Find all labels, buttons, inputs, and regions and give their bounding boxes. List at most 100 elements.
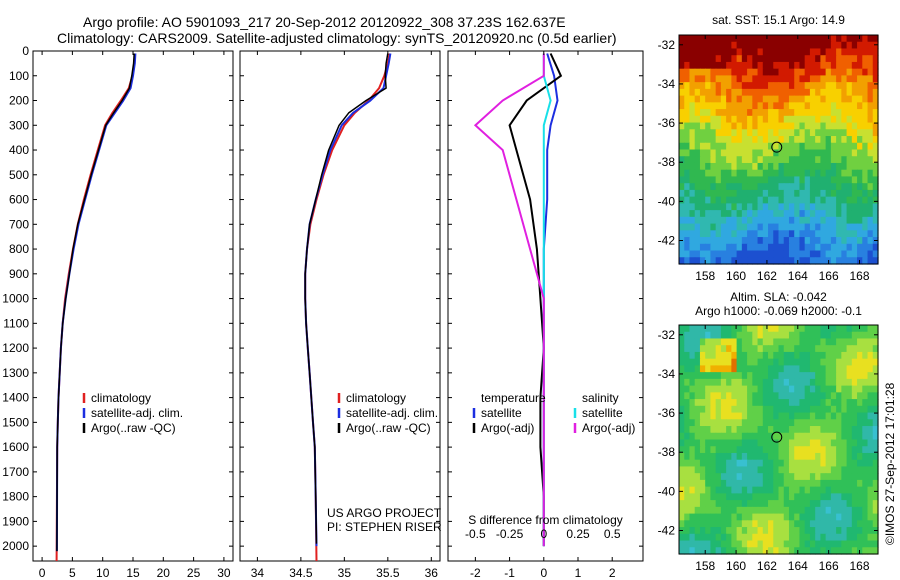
map-cell bbox=[851, 473, 858, 481]
map-cell bbox=[872, 412, 879, 420]
map-cell bbox=[788, 156, 795, 164]
map-cell bbox=[820, 243, 827, 252]
map-cell bbox=[872, 547, 879, 555]
map-cell bbox=[862, 412, 869, 420]
map-cell bbox=[820, 129, 827, 137]
map-cell bbox=[679, 189, 685, 198]
map-cell bbox=[741, 75, 748, 83]
map-cell bbox=[825, 95, 832, 103]
map-cell bbox=[778, 122, 785, 130]
map-cell bbox=[815, 459, 821, 468]
map-cell bbox=[741, 412, 748, 420]
map-cell bbox=[741, 506, 748, 515]
map-cell bbox=[726, 35, 732, 43]
map-cell bbox=[684, 493, 691, 501]
map-cell bbox=[841, 250, 848, 258]
map-cell bbox=[783, 41, 790, 50]
map-cell bbox=[773, 243, 780, 252]
map-cell bbox=[720, 325, 727, 333]
map-cell bbox=[841, 216, 848, 225]
map-cell bbox=[851, 486, 858, 494]
map-cell bbox=[851, 459, 858, 468]
map-cell bbox=[836, 432, 842, 441]
map-cell bbox=[836, 345, 842, 353]
map-cell bbox=[820, 399, 827, 407]
map-cell bbox=[720, 61, 727, 70]
map-cell bbox=[799, 129, 806, 137]
map-cell bbox=[684, 331, 691, 340]
map-cell bbox=[830, 102, 837, 110]
map-cell bbox=[768, 459, 774, 468]
map-cell bbox=[846, 399, 853, 407]
map-cell bbox=[804, 55, 811, 63]
map-cell bbox=[710, 459, 717, 468]
map-cell bbox=[694, 385, 701, 393]
map-cell bbox=[799, 452, 806, 461]
map-cell bbox=[788, 243, 795, 252]
map-cell bbox=[788, 189, 795, 198]
map-cell bbox=[699, 210, 706, 218]
map-y-tick-label: -32 bbox=[658, 328, 676, 342]
map-cell bbox=[773, 95, 780, 103]
map-cell bbox=[836, 210, 842, 218]
map-cell bbox=[689, 385, 696, 393]
map-cell bbox=[679, 223, 685, 231]
map-cell bbox=[699, 412, 706, 420]
map-cell bbox=[720, 149, 727, 157]
map-cell bbox=[715, 162, 722, 171]
map-cell bbox=[809, 35, 816, 43]
map-cell bbox=[773, 338, 780, 346]
map-cell bbox=[820, 95, 827, 103]
map-cell bbox=[825, 216, 832, 225]
map-cell bbox=[741, 203, 748, 211]
map-cell bbox=[726, 446, 732, 454]
map-cell bbox=[841, 479, 848, 488]
map-cell bbox=[752, 533, 759, 542]
map-cell bbox=[857, 82, 863, 90]
map-cell bbox=[809, 210, 816, 218]
map-cell bbox=[773, 189, 780, 198]
map-cell bbox=[731, 351, 738, 360]
map-cell bbox=[689, 331, 696, 340]
map-cell bbox=[773, 55, 780, 63]
map-cell bbox=[741, 486, 748, 494]
map-cell bbox=[830, 149, 837, 157]
map-cell bbox=[731, 129, 738, 137]
map-cell bbox=[872, 399, 879, 407]
map-cell bbox=[830, 122, 837, 130]
map-cell bbox=[705, 432, 712, 441]
map-cell bbox=[679, 102, 685, 110]
map-cell bbox=[867, 102, 874, 110]
map-cell bbox=[710, 156, 717, 164]
map-cell bbox=[747, 250, 753, 258]
map-cell bbox=[804, 385, 811, 393]
legend-title: temperature bbox=[481, 391, 546, 405]
map-cell bbox=[752, 446, 759, 454]
map-cell bbox=[872, 41, 879, 50]
map-cell bbox=[762, 61, 769, 70]
map-cell bbox=[762, 243, 769, 252]
map-cell bbox=[752, 345, 759, 353]
map-cell bbox=[720, 351, 727, 360]
map-cell bbox=[857, 446, 863, 454]
map-cell bbox=[836, 547, 842, 555]
map-cell bbox=[788, 500, 795, 508]
map-cell bbox=[820, 210, 827, 218]
map-cell bbox=[809, 473, 816, 481]
map-cell bbox=[731, 169, 738, 178]
map-cell bbox=[857, 102, 863, 110]
map-cell bbox=[736, 486, 743, 494]
map-cell bbox=[705, 102, 712, 110]
map-cell bbox=[710, 351, 717, 360]
map-cell bbox=[846, 392, 853, 400]
map-cell bbox=[825, 439, 832, 447]
map-cell bbox=[794, 88, 801, 97]
map-cell bbox=[830, 237, 837, 245]
map-cell bbox=[836, 459, 842, 468]
map-cell bbox=[720, 432, 727, 441]
map-cell bbox=[684, 243, 691, 252]
map-cell bbox=[836, 149, 842, 157]
map-cell bbox=[820, 156, 827, 164]
map-cell bbox=[851, 385, 858, 393]
map-cell bbox=[862, 109, 869, 117]
